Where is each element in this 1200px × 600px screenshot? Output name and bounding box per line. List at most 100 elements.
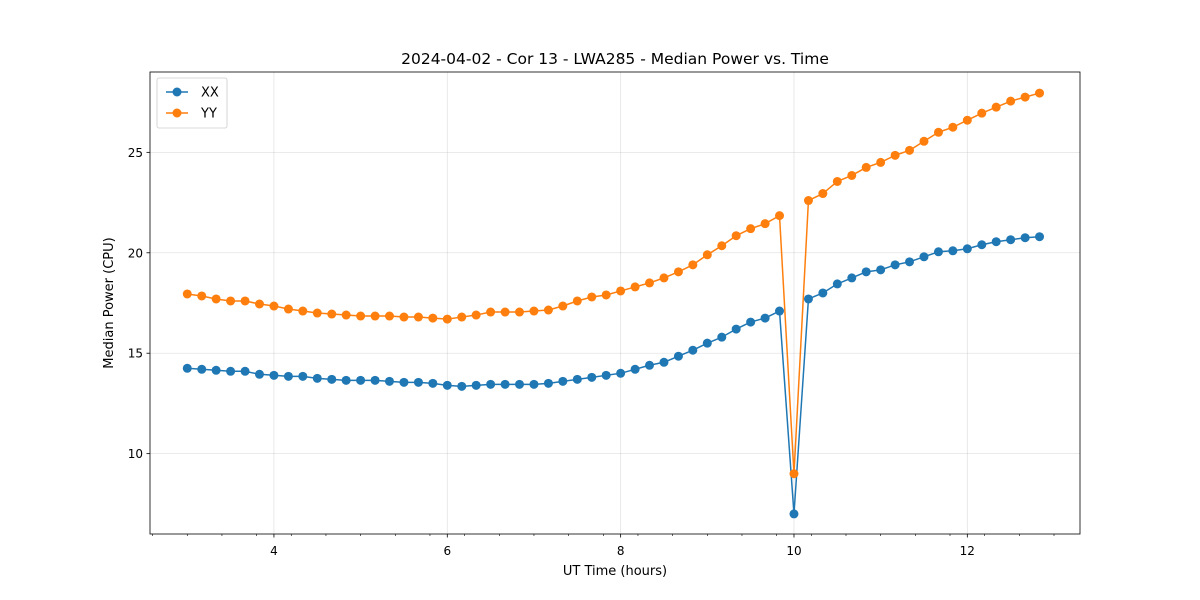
data-point-xx bbox=[1020, 233, 1030, 243]
data-point-yy bbox=[283, 304, 293, 314]
data-point-xx bbox=[442, 380, 452, 390]
data-point-yy bbox=[919, 136, 929, 146]
data-point-xx bbox=[341, 375, 351, 385]
data-point-yy bbox=[731, 231, 741, 241]
data-point-xx bbox=[500, 379, 510, 389]
series-layer bbox=[182, 88, 1045, 519]
data-point-xx bbox=[832, 279, 842, 289]
data-point-yy bbox=[543, 305, 553, 315]
data-point-yy bbox=[399, 312, 409, 322]
data-point-yy bbox=[861, 162, 871, 172]
series-yy bbox=[182, 88, 1045, 479]
data-point-xx bbox=[746, 317, 756, 327]
data-point-yy bbox=[327, 309, 337, 319]
chart-title: 2024-04-02 - Cor 13 - LWA285 - Median Po… bbox=[401, 50, 829, 68]
data-point-xx bbox=[211, 365, 221, 375]
data-point-xx bbox=[702, 338, 712, 348]
data-point-yy bbox=[457, 312, 467, 322]
data-point-xx bbox=[283, 371, 293, 381]
data-point-yy bbox=[211, 294, 221, 304]
data-point-xx bbox=[312, 373, 322, 383]
data-point-xx bbox=[298, 371, 308, 381]
data-point-yy bbox=[977, 108, 987, 118]
data-point-yy bbox=[341, 310, 351, 320]
data-point-yy bbox=[991, 102, 1001, 112]
data-point-yy bbox=[514, 307, 524, 317]
data-point-yy bbox=[905, 145, 915, 155]
data-point-xx bbox=[226, 366, 236, 376]
data-point-xx bbox=[890, 260, 900, 270]
data-point-xx bbox=[644, 360, 654, 370]
data-point-xx bbox=[630, 364, 640, 374]
data-point-yy bbox=[948, 122, 958, 132]
axes-frame bbox=[149, 71, 1081, 535]
data-point-yy bbox=[1006, 96, 1016, 106]
data-point-yy bbox=[500, 307, 510, 317]
data-point-xx bbox=[818, 288, 828, 298]
data-point-xx bbox=[370, 375, 380, 385]
data-point-xx bbox=[659, 357, 669, 367]
x-tick-label: 6 bbox=[443, 544, 451, 558]
legend-label-xx: XX bbox=[201, 86, 219, 101]
data-point-xx bbox=[587, 372, 597, 382]
data-point-xx bbox=[717, 332, 727, 342]
legend: XX YY bbox=[156, 77, 228, 129]
legend-marker-yy bbox=[172, 108, 182, 118]
data-point-yy bbox=[616, 286, 626, 296]
data-point-xx bbox=[688, 345, 698, 355]
data-point-xx bbox=[905, 257, 915, 267]
data-point-yy bbox=[572, 296, 582, 306]
y-tick-label: 25 bbox=[128, 146, 143, 160]
data-point-yy bbox=[471, 310, 481, 320]
data-point-yy bbox=[688, 260, 698, 270]
data-point-xx bbox=[1035, 232, 1045, 242]
data-point-yy bbox=[803, 196, 813, 206]
data-point-yy bbox=[818, 189, 828, 199]
data-point-yy bbox=[1020, 92, 1030, 102]
data-point-yy bbox=[644, 278, 654, 288]
data-point-xx bbox=[399, 377, 409, 387]
ticks: 4 6 8 10 12 10 15 20 25 bbox=[128, 146, 1055, 558]
data-point-xx bbox=[413, 377, 423, 387]
data-point-xx bbox=[197, 364, 207, 374]
data-point-xx bbox=[486, 379, 496, 389]
data-point-xx bbox=[514, 379, 524, 389]
data-point-xx bbox=[601, 370, 611, 380]
legend-label-yy: YY bbox=[200, 107, 217, 122]
data-point-yy bbox=[442, 314, 452, 324]
data-point-yy bbox=[312, 308, 322, 318]
data-point-yy bbox=[717, 241, 727, 251]
data-point-xx bbox=[673, 351, 683, 361]
data-point-yy bbox=[226, 296, 236, 306]
data-point-xx bbox=[991, 237, 1001, 247]
data-point-yy bbox=[428, 313, 438, 323]
data-point-yy bbox=[269, 301, 279, 311]
data-point-yy bbox=[847, 170, 857, 180]
data-point-xx bbox=[1006, 235, 1016, 245]
data-point-xx bbox=[977, 240, 987, 250]
x-tick-label: 8 bbox=[617, 544, 625, 558]
y-tick-label: 10 bbox=[128, 447, 143, 461]
data-point-yy bbox=[673, 267, 683, 277]
x-tick-label: 12 bbox=[960, 544, 975, 558]
data-point-yy bbox=[962, 115, 972, 125]
data-point-xx bbox=[356, 375, 366, 385]
data-point-yy bbox=[789, 469, 799, 479]
data-point-xx bbox=[616, 368, 626, 378]
data-point-xx bbox=[876, 265, 886, 275]
data-point-xx bbox=[962, 244, 972, 254]
data-point-xx bbox=[558, 376, 568, 386]
data-point-xx bbox=[760, 313, 770, 323]
y-tick-label: 20 bbox=[128, 246, 143, 260]
data-point-yy bbox=[486, 307, 496, 317]
data-point-yy bbox=[529, 306, 539, 316]
data-point-yy bbox=[254, 299, 264, 309]
data-point-yy bbox=[876, 157, 886, 167]
data-point-xx bbox=[789, 509, 799, 519]
data-point-xx bbox=[572, 374, 582, 384]
data-point-yy bbox=[775, 211, 785, 221]
data-point-xx bbox=[775, 306, 785, 316]
x-axis-label: UT Time (hours) bbox=[563, 564, 667, 579]
data-point-xx bbox=[803, 294, 813, 304]
